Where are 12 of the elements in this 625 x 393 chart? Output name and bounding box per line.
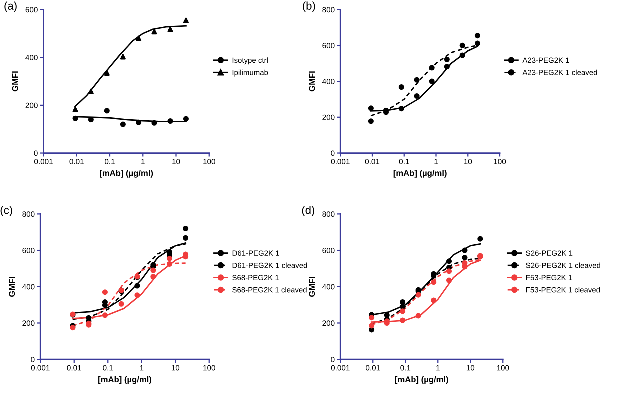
chart-title: (c) xyxy=(0,206,12,216)
y-axis-title: GMFI xyxy=(309,72,316,92)
chart-title: (b) xyxy=(303,2,316,12)
x-axis-title: [mAb] (µg/ml) xyxy=(98,376,152,384)
y-axis-title: GMFI xyxy=(309,277,316,297)
chart-title: (a) xyxy=(4,2,17,12)
x-axis-title: [mAb] (µg/ml) xyxy=(395,376,448,384)
chart-title: (d) xyxy=(302,206,315,216)
y-axis-title: GMFI xyxy=(9,277,16,297)
y-axis-title: GMFI xyxy=(12,72,18,92)
x-axis-title: [mAb] (µg/ml) xyxy=(394,170,447,178)
x-axis-title: [mAb] (µg/ml) xyxy=(100,170,154,178)
